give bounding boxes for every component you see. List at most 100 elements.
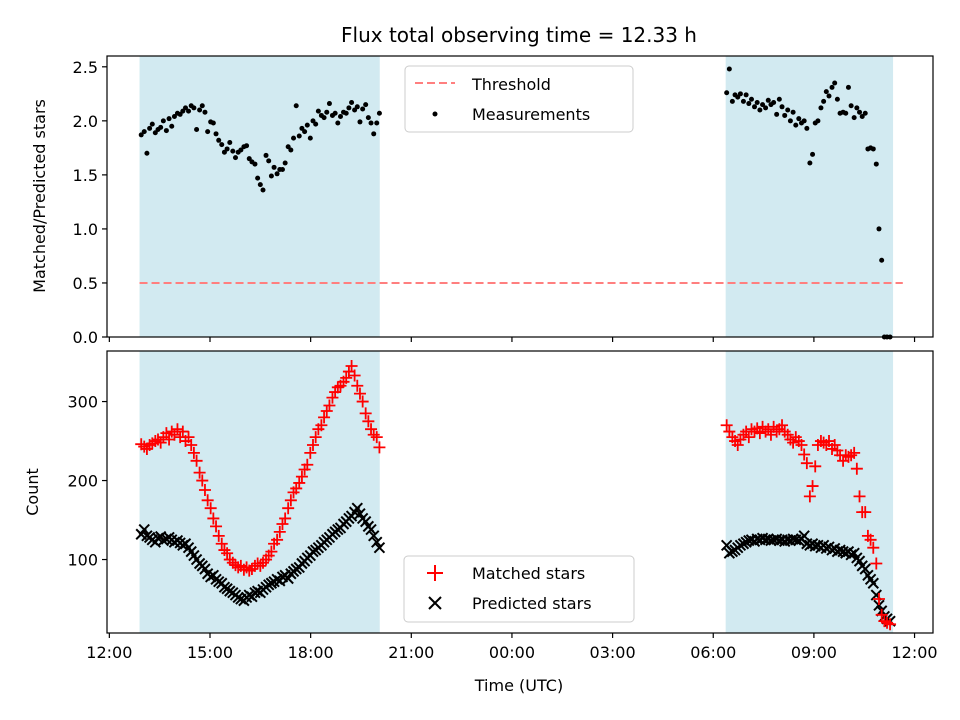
matched-star-point [762,423,775,436]
measurement-point [371,131,377,137]
measurement-point [810,151,816,157]
x-tick-label: 03:00 [590,643,636,662]
predicted-star-point [723,547,736,559]
matched-star-point [742,431,755,444]
bottom-legend-box [403,555,635,623]
measurement-point [365,115,371,121]
measurement-point [870,146,876,152]
measurement-point [346,105,352,111]
measurement-point [232,155,238,161]
measurement-point [368,120,374,126]
matched-star-point [345,360,358,373]
measurement-point [315,108,321,114]
matched-star-point [279,512,292,525]
matched-star-point [290,482,303,495]
matched-star-point [867,541,880,554]
measurement-point [360,106,366,112]
measurement-point [166,116,172,122]
legend-threshold-label: Threshold [471,75,551,94]
top-y-tick-label: 2.0 [73,112,98,131]
predicted-star-point [845,549,857,561]
x-tick-label: 15:00 [187,643,233,662]
predicted-star-point [873,599,885,612]
matched-star-point [265,545,278,558]
matched-star-point [798,448,811,461]
matched-star-point [182,431,195,444]
matched-star-point [168,428,181,441]
matched-star-point [149,435,162,448]
legend-matched-label: Matched stars [472,564,585,583]
measurement-point [141,129,147,135]
measurement-point [238,147,244,153]
measurement-point [807,160,813,166]
measurement-point [848,103,854,109]
matched-star-point [215,537,228,550]
matched-star-point [803,490,816,503]
matched-star-point [870,557,883,570]
measurement-point [293,103,299,109]
top-shaded-span-0 [139,56,380,337]
matched-star-point [185,439,198,451]
measurement-point [163,128,169,134]
x-tick-label: 09:00 [791,643,837,662]
predicted-star-point [734,539,747,552]
top-shaded-span-1 [725,56,894,337]
matched-star-point [875,608,888,621]
measurement-point [202,109,208,115]
measurement-point [754,99,760,105]
measurement-point [843,110,849,116]
measurement-point [149,121,155,127]
measurement-point [321,115,327,121]
measurement-point [296,133,302,139]
measurement-point [776,96,782,102]
measurement-point [845,84,851,90]
measurement-point [335,120,341,126]
bottom-panel: 100 200 300 12:00 15:00 18:00 21:00 00:00 03:00 0… [23,350,938,695]
measurement-point [771,99,777,105]
measurement-point [785,107,791,113]
matched-star-point [370,431,383,444]
matched-star-point [787,436,800,449]
measurement-point [219,142,225,148]
measurement-point [834,96,840,102]
top-legend: Threshold Measurements [404,65,634,133]
measurement-point [227,139,233,145]
measurement-point [774,111,780,117]
predicted-star-point [224,585,236,597]
bottom-y-axis-label: Count [23,468,42,516]
x-tick-label: 06:00 [690,643,736,662]
measurement-point [879,257,885,263]
measurement-point [144,150,150,156]
measurement-point [266,158,272,164]
matched-star-point [190,454,203,467]
bottom-axes: 100 200 300 12:00 15:00 18:00 21:00 00:00 03:00 0… [67,350,938,662]
measurement-point [815,118,821,124]
measurement-point [737,91,743,97]
legend-matched-swatch [427,565,443,581]
x-tick-label: 21:00 [388,643,434,662]
measurement-point [729,98,735,104]
measurement-point [268,173,274,179]
matched-star-point [864,533,877,546]
measurement-point [826,93,832,99]
matched-star-point [859,506,872,519]
measurement-point [873,161,879,167]
matched-star-point [295,470,308,483]
matched-star-point [193,466,206,479]
bottom-y-tick-label: 100 [67,551,98,570]
top-y-tick-label: 1.0 [73,220,98,239]
matched-star-point [776,419,789,432]
measurement-point [804,125,810,131]
measurement-point [748,96,754,102]
matched-star-point [273,525,286,538]
measurement-point [169,123,175,129]
measurement-point [307,135,313,141]
measurement-point [288,147,294,153]
measurement-point [205,129,211,135]
measurement-point [138,132,144,138]
bottom-axes-frame [106,350,934,634]
matched-star-point [731,439,744,451]
matched-star-point [276,517,289,530]
matched-star-point [362,415,375,428]
measurement-point [326,101,332,107]
